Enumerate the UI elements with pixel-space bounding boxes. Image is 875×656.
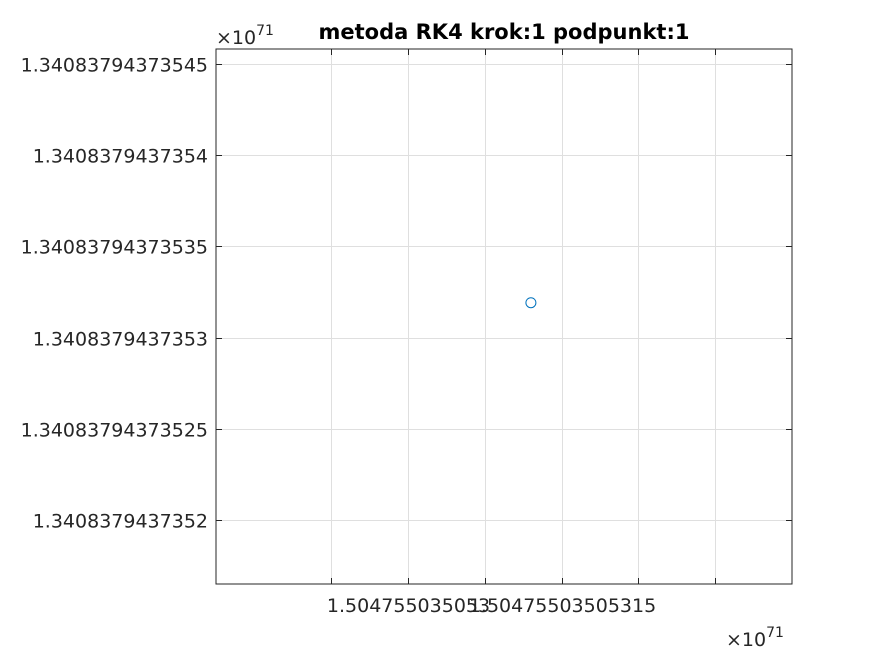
data-point-marker (525, 297, 537, 309)
y-tick-label: 1.3408379437352 (33, 511, 208, 533)
x-tick-label: 1.50475503505315 (469, 595, 656, 617)
x-exponent: 71 (766, 625, 784, 641)
x-exponent-label: ×1071 (726, 625, 784, 651)
y-tick-label: 1.34083794373545 (21, 55, 208, 77)
y-tick-label: 1.3408379437354 (33, 146, 208, 168)
x-tick-label: 1.504755035053 (327, 595, 490, 617)
y-tick-label: 1.3408379437353 (33, 329, 208, 351)
tick-labels: 1.5047550350531.50475503505315 1.34083794… (21, 55, 657, 618)
y-exponent-label: ×1071 (216, 23, 274, 49)
axes-box (215, 48, 793, 585)
grid (216, 49, 792, 584)
y-tick-label: 1.34083794373525 (21, 420, 208, 442)
y-tick-label: 1.34083794373535 (21, 237, 208, 259)
ticks (216, 49, 792, 584)
data-points (525, 297, 537, 309)
y-exponent: 71 (256, 23, 274, 39)
chart-title: metoda RK4 krok:1 podpunkt:1 (319, 20, 690, 44)
